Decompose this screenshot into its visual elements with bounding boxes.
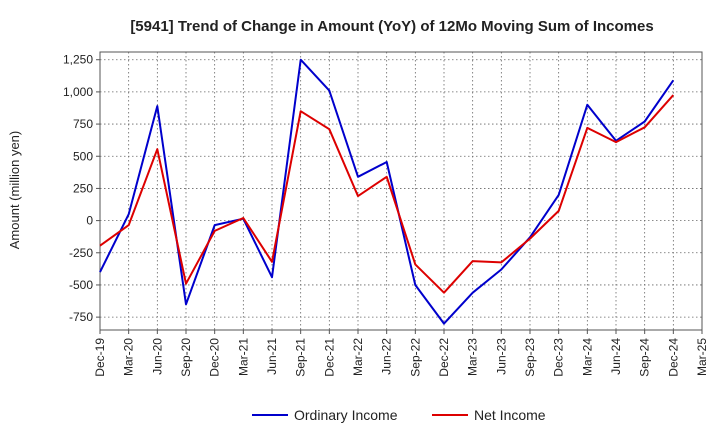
y-tick-label: -250 [69,246,93,260]
y-tick-label: 1,250 [63,53,93,67]
y-axis: -750 -500 -250 0 250 500 750 1,000 1,250 [63,53,100,324]
x-tick-label: Mar-25 [695,338,709,376]
legend: Ordinary Income Net Income [252,407,546,423]
x-tick-label: Sep-24 [638,338,652,377]
ordinary-income-line [99,58,675,325]
x-tick-label: Jun-23 [494,338,508,375]
x-tick-label: Jun-22 [380,338,394,375]
x-tick-label: Sep-20 [179,338,193,377]
y-tick-label: -500 [69,278,93,292]
y-tick-label: 500 [73,149,93,163]
series-lines [99,58,675,325]
x-tick-label: Dec-23 [552,338,566,377]
x-tick-label: Dec-24 [666,338,680,377]
x-tick-label: Dec-20 [208,338,222,377]
plot-frame [99,51,703,331]
x-axis: Dec-19 Mar-20 Jun-20 Sep-20 Dec-20 Mar-21 Jun-… [93,330,709,377]
x-tick-label: Sep-23 [523,338,537,377]
y-tick-label: 250 [73,181,93,195]
x-tick-label: Dec-22 [437,338,451,377]
x-tick-label: Mar-20 [122,338,136,376]
x-tick-label: Dec-21 [322,338,336,377]
net-income-line [99,94,675,294]
x-tick-label: Mar-24 [580,338,594,376]
chart-title: [5941] Trend of Change in Amount (YoY) o… [130,18,653,35]
y-axis-label: Amount (million yen) [7,131,22,250]
x-tick-label: Jun-21 [265,338,279,375]
x-tick-label: Sep-22 [408,338,422,377]
legend-label-net-income: Net Income [474,407,546,423]
x-tick-label: Mar-21 [236,338,250,376]
legend-label-ordinary-income: Ordinary Income [294,407,398,423]
x-tick-label: Jun-20 [150,338,164,375]
x-tick-label: Jun-24 [609,338,623,375]
y-tick-label: -750 [69,310,93,324]
x-tick-label: Dec-19 [93,338,107,377]
x-tick-label: Mar-22 [351,338,365,376]
y-tick-label: 0 [86,214,93,228]
y-tick-label: 1,000 [63,85,93,99]
x-tick-label: Sep-21 [294,338,308,377]
grid [100,52,702,330]
x-tick-label: Mar-23 [466,338,480,376]
y-tick-label: 750 [73,117,93,131]
